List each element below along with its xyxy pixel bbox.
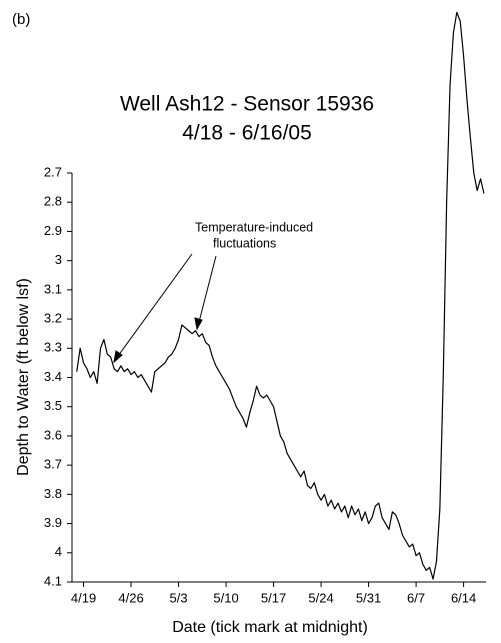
y-tick-label: 3.3: [44, 340, 62, 355]
y-tick-label: 4.1: [44, 573, 62, 588]
y-tick-label: 3.1: [44, 281, 62, 296]
x-tick-label: 5/10: [213, 590, 238, 605]
y-tick-label: 2.8: [44, 194, 62, 209]
annotation: Temperature-induced: [195, 220, 313, 234]
y-tick-label: 3: [55, 252, 62, 267]
chart-subtitle: 4/18 - 6/16/05: [182, 122, 312, 145]
annotation: fluctuations: [213, 236, 276, 250]
y-tick-label: 3.7: [44, 457, 62, 472]
y-tick-label: 3.2: [44, 311, 62, 326]
x-tick-label: 5/3: [170, 590, 188, 605]
y-tick-label: 3.4: [44, 369, 62, 384]
y-tick-label: 3.8: [44, 486, 62, 501]
x-tick-label: 6/14: [451, 590, 476, 605]
y-tick-label: 3.6: [44, 427, 62, 442]
panel-label: (b): [12, 11, 30, 28]
x-axis-title: Date (tick mark at midnight): [172, 619, 368, 636]
arrow: [117, 253, 193, 357]
x-tick-label: 5/31: [356, 590, 381, 605]
x-tick-label: 4/19: [71, 590, 96, 605]
y-axis-title: Depth to Water (ft below lsf): [15, 278, 32, 476]
arrowhead: [194, 317, 203, 331]
x-tick-label: 5/24: [308, 590, 333, 605]
arrow: [198, 255, 217, 323]
x-tick-label: 5/17: [261, 590, 286, 605]
annotation-arrows: [113, 253, 217, 364]
data-line: [76, 11, 485, 580]
chart-title: Well Ash12 - Sensor 15936: [120, 93, 374, 116]
y-tick-label: 2.9: [44, 223, 62, 238]
y-tick-label: 2.7: [44, 164, 62, 179]
x-tick-label: 4/26: [118, 590, 143, 605]
y-tick-label: 3.5: [44, 398, 62, 413]
arrowhead: [113, 350, 123, 364]
y-tick-label: 3.9: [44, 515, 62, 530]
x-tick-label: 6/7: [407, 590, 425, 605]
y-tick-label: 4: [55, 544, 62, 559]
